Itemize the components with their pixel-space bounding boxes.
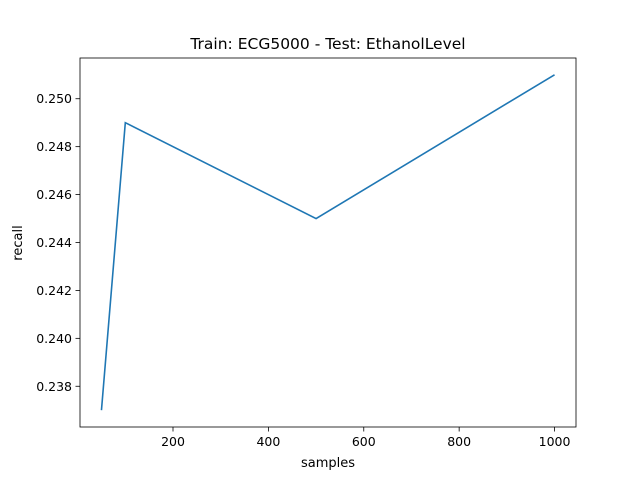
axes-frame <box>79 57 577 428</box>
series-line-0 <box>100 74 555 411</box>
x-tick-label: 400 <box>256 434 280 449</box>
y-tick-label: 0.250 <box>36 91 72 106</box>
y-tick-label: 0.242 <box>36 283 72 298</box>
y-tick-label: 0.238 <box>36 379 72 394</box>
y-tick-label: 0.240 <box>36 331 72 346</box>
y-tick-label: 0.248 <box>36 139 72 154</box>
y-axis-ticks: 0.238 0.240 0.242 0.244 0.246 0.248 0.250 <box>36 91 80 394</box>
y-axis-label: recall <box>11 225 26 260</box>
y-tick-label: 0.244 <box>36 235 72 250</box>
x-tick-label: 600 <box>352 434 376 449</box>
x-tick-label: 800 <box>447 434 471 449</box>
series-layer <box>100 74 555 411</box>
x-tick-label: 200 <box>161 434 185 449</box>
x-tick-label: 1000 <box>539 434 571 449</box>
x-axis-label: samples <box>301 456 355 471</box>
y-tick-label: 0.246 <box>36 187 72 202</box>
chart-title: Train: ECG5000 - Test: EthanolLevel <box>189 35 465 53</box>
x-axis-ticks: 200 400 600 800 1000 <box>161 427 570 449</box>
